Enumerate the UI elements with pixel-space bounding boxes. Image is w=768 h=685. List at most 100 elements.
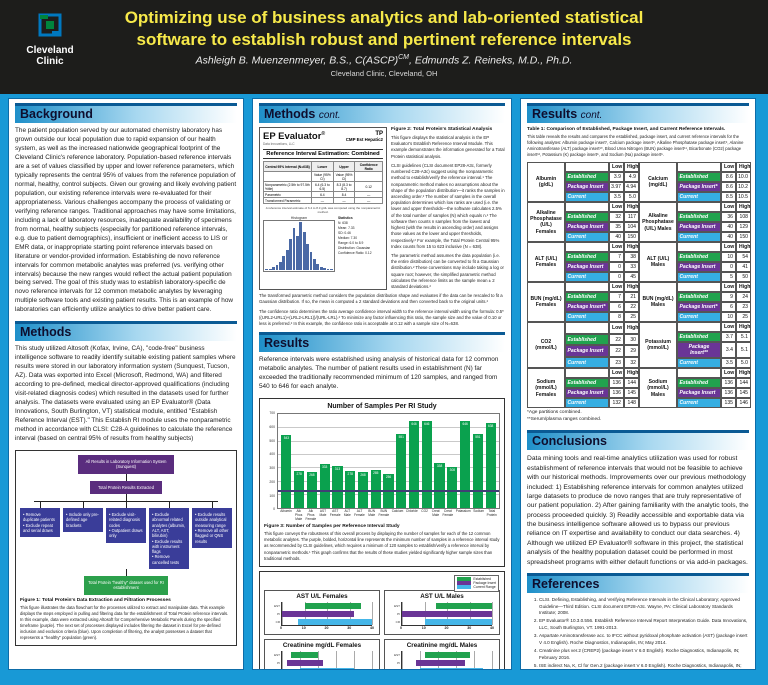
table1-high-value: 144: [624, 378, 639, 389]
figure4-range-bar-cur: [424, 618, 492, 625]
figure4-x-tick: 30: [467, 625, 472, 630]
table1-footnotes: *Age partitions combined. **Serum/plasma …: [527, 410, 749, 422]
table1-low-value: 7: [609, 252, 624, 263]
figure4-range-bar-est: [291, 651, 318, 658]
figure4-range-bar-cur: [420, 667, 483, 669]
figure3-bar: 646: [460, 421, 471, 509]
table1-band: CO2 (mmol/L) Low High Established 22 30 Packag…: [527, 322, 751, 369]
flow-filter-cell: • Remove duplicate patients • Exclude re…: [20, 501, 60, 569]
ep-table-cell: Nonparametric (2.5th to 97.5th %tile): [262, 181, 313, 193]
ep-histogram: [263, 220, 335, 273]
figure4-x-tick: 20: [324, 625, 329, 630]
figure3-bar: 285: [370, 469, 381, 509]
ep-histogram-bar: [326, 268, 330, 271]
table1-low-value: 5: [721, 272, 736, 283]
table1-low-value: 8.5: [721, 192, 736, 203]
figure4-tick-line: [402, 650, 403, 669]
table1-low-value: 22: [609, 333, 624, 346]
figure4-legend-row: Current Range: [457, 585, 496, 589]
figure3-bar-value: 268: [360, 473, 366, 478]
ep-stat-line: SD: 0.46: [338, 230, 351, 235]
table1-analyte-name: Alkaline Phosphatase (U/L) Males: [639, 202, 677, 243]
ep-note: A reference interval estimate of 6.4 to …: [265, 206, 381, 215]
table1-row-label: Package Insert: [677, 388, 721, 399]
table1-group: CO2 (mmol/L) Low High Established 22 30 Packag…: [527, 322, 639, 369]
table1-high-value: 145: [624, 388, 639, 399]
ep-histogram-bar: [306, 244, 309, 271]
ep-histogram-bar: [289, 239, 292, 271]
figure3-caption-title: Figure 3: Number of Samples per Referenc…: [264, 524, 400, 530]
figure3-x-label: Alk Phos Male: [295, 509, 303, 521]
figure4-x-tick: 0: [280, 625, 282, 630]
table1-high-header: High: [736, 282, 751, 293]
table1-low-value: 8.6: [721, 172, 736, 183]
ep-histogram-bar: [309, 252, 313, 271]
table1-high-value: 146: [736, 398, 751, 409]
table1-low-value: 3.97: [609, 182, 624, 193]
figure3-x-label: Potassium: [455, 509, 471, 514]
table1-analyte-name: Albumin (g/dL): [527, 162, 565, 203]
figure4-row-label: PI: [397, 660, 400, 665]
poster-title: Optimizing use of business analytics and…: [0, 0, 768, 51]
figure1-box: All Results in Laboratory Information Sy…: [15, 450, 237, 647]
table1-high-value: 45: [624, 272, 639, 283]
table1-analyte-name: Alkaline Phosphatase (U/L) Females: [527, 202, 565, 243]
table1-row-label: Current: [565, 232, 609, 243]
figure3-gridline: [278, 427, 499, 428]
figure4-legend-label: Package Insert: [473, 581, 496, 586]
table1-high-value: 54: [736, 252, 751, 263]
figure3-y-tick: 500: [269, 438, 275, 443]
ep-table-cell: Transformed Parametric: [262, 197, 313, 205]
ep-histogram-bar: [275, 265, 279, 271]
table1-high-value: 25: [624, 312, 639, 323]
figure3-x-label: ALT Male: [343, 509, 351, 517]
flow-arrow: [39, 501, 41, 508]
table1-high-value: 41: [736, 262, 751, 273]
results-text: Reference intervals were established usi…: [259, 356, 499, 391]
table1-high-value: 50: [736, 272, 751, 283]
methods-heading: Methods: [15, 321, 237, 342]
figure2-paragraph: CLSI guidelines (CLSI document EP28-A3c,…: [391, 162, 505, 249]
table1-header-cell: [677, 322, 721, 333]
table1-header-cell: [677, 162, 721, 173]
table1-low-header: Low: [609, 368, 624, 379]
table1-high-value: 30: [624, 333, 639, 346]
table1-low-header: Low: [609, 282, 624, 293]
table1-low-value: 9: [721, 292, 736, 303]
figure2-caption-title: Figure 2: Total Protein's Statistical An…: [391, 127, 493, 132]
figure3-gridline: [278, 440, 499, 442]
middle-column: Methods cont. EP Evaluator® Data Innovat…: [252, 98, 512, 670]
table1-low-value: 22: [609, 345, 624, 357]
table1-low-value: 40: [609, 232, 624, 243]
flow-filter-box: • Exclude results outside analytical mea…: [192, 507, 232, 548]
figure3-bar: 638: [485, 422, 496, 509]
flow-arrow: [125, 501, 127, 508]
figure3-x-label: BUN Female: [378, 509, 390, 517]
results-cont-suffix: cont.: [580, 110, 603, 121]
figure4-range-bar-cur: [300, 667, 354, 669]
table1-low-value: 0: [609, 262, 624, 273]
figure3-bar-value: 256: [385, 474, 392, 479]
figure4-row-label: EST: [274, 603, 280, 608]
table1-analyte-name: BUN (mg/dL) Females: [527, 282, 565, 323]
cleveland-clinic-logo-icon: [38, 13, 62, 37]
table1-band: Alkaline Phosphatase (U/L) Females Low Hig…: [527, 202, 751, 243]
table1-low-value: 136: [721, 388, 736, 399]
methods-cont-paragraph: The transformed parametric method consid…: [259, 293, 503, 305]
table1-row-label: Established: [565, 212, 609, 223]
table1-high-header: High: [736, 322, 751, 333]
figure4-row-label: PI: [277, 611, 280, 616]
reference-item: CLSI. Defining, Establishing, and Verify…: [539, 597, 749, 617]
table1-row-label: Established: [565, 292, 609, 303]
reference-item: EP Evaluator® 10.3.0.556. Establish Refe…: [539, 618, 749, 631]
background-text: The patient population served by our aut…: [15, 127, 237, 314]
figure4-tick-line: [372, 650, 373, 669]
table1-high-value: 25: [736, 312, 751, 323]
table1-row-label: Current: [677, 358, 721, 369]
figure3-y-tick: 200: [269, 479, 275, 484]
flow-filter-box: • Exclude abnormal related analytes (alb…: [149, 507, 189, 570]
flow-filter-cell: • Include only pre-defined age brackets: [63, 501, 103, 569]
flow-filter-box: • Exclude visit-related diagnosis codes …: [106, 507, 146, 543]
table1-low-value: 40: [721, 222, 736, 233]
